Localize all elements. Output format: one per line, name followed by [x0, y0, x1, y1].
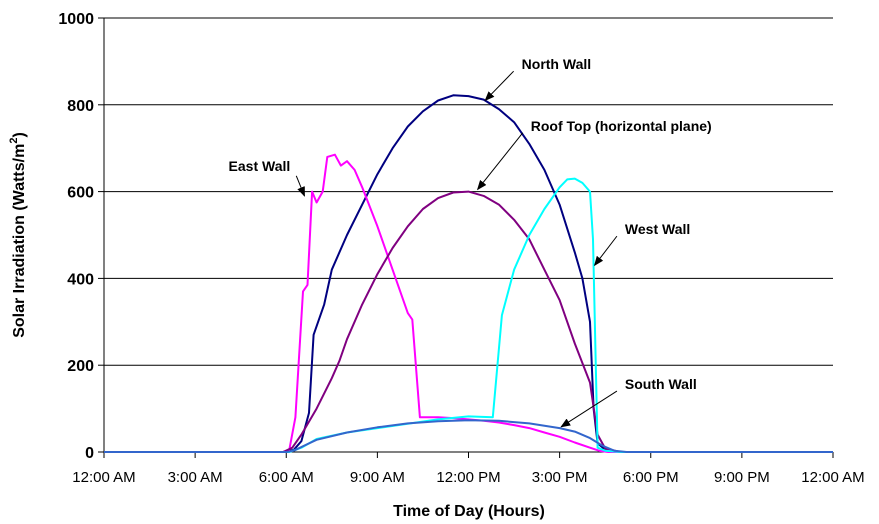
- annotation-label-east-wall: East Wall: [229, 158, 291, 174]
- axes: [103, 18, 833, 453]
- annotations: North Wall Roof Top (horizontal plane) Eas…: [229, 56, 712, 428]
- y-axis-ticks: 0 200 400 600 800 1000: [58, 11, 104, 462]
- y-tick-label: 200: [67, 358, 94, 375]
- y-axis-title: Solar Irradiation (Watts/m2): [8, 132, 28, 338]
- series-line-roof-top-horizontal-plane: [104, 190, 833, 453]
- annotation-label-north-wall: North Wall: [522, 56, 591, 72]
- y-axis-title-superscript: 2: [8, 138, 20, 144]
- x-tick-label: 9:00 PM: [714, 469, 770, 486]
- annotation-label-west-wall: West Wall: [625, 221, 690, 237]
- y-axis-title-text: Solar Irradiation (Watts/m: [11, 144, 28, 338]
- x-tick-label: 6:00 AM: [259, 469, 314, 486]
- y-tick-label: 400: [67, 271, 94, 288]
- annotation-label-south-wall: South Wall: [625, 376, 697, 392]
- x-tick-label: 6:00 PM: [623, 469, 679, 486]
- x-tick-label: 12:00 AM: [801, 469, 864, 486]
- x-axis-title: Time of Day (Hours): [393, 503, 545, 520]
- x-tick-label: 3:00 PM: [532, 469, 588, 486]
- series-line-west-wall: [104, 177, 833, 453]
- y-tick-label: 1000: [58, 11, 94, 28]
- y-tick-label: 0: [85, 445, 94, 462]
- annotation-label-roof-top-horizontal-plane: Roof Top (horizontal plane): [531, 118, 712, 134]
- x-tick-label: 12:00 AM: [72, 469, 135, 486]
- series-line-south-wall: [104, 419, 833, 453]
- annotation-arrow-west-wall: [593, 235, 618, 267]
- annotation-arrow-south-wall: [560, 390, 618, 428]
- y-tick-label: 600: [67, 185, 94, 202]
- x-axis-ticks: 12:00 AM 3:00 AM 6:00 AM 9:00 AM 12:00 PM 3:0…: [72, 452, 865, 486]
- series-line-north-wall: [104, 94, 833, 453]
- y-tick-label: 800: [67, 98, 94, 115]
- x-tick-label: 12:00 PM: [436, 469, 500, 486]
- y-axis-title-tail: ): [11, 132, 28, 137]
- x-tick-label: 3:00 AM: [168, 469, 223, 486]
- series-lines: [104, 94, 833, 453]
- annotation-arrow-east-wall: [295, 175, 305, 197]
- series-line-east-wall: [104, 153, 833, 453]
- annotation-arrow-roof-top-horizontal-plane: [476, 132, 524, 191]
- x-tick-label: 9:00 AM: [350, 469, 405, 486]
- annotation-arrow-north-wall: [484, 70, 515, 102]
